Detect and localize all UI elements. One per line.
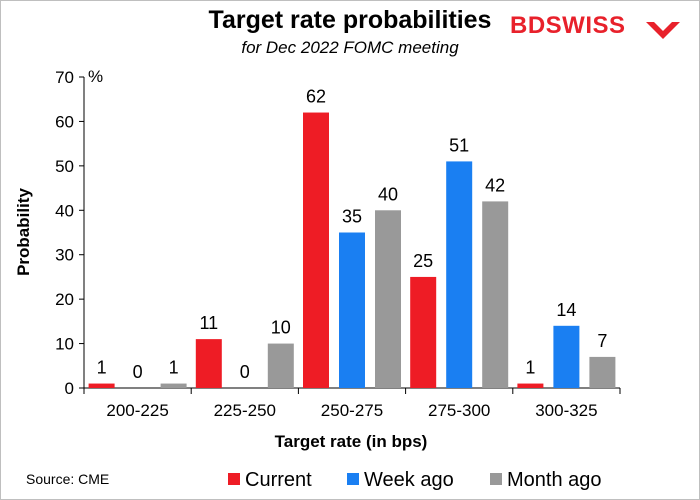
data-label: 35 — [342, 207, 362, 227]
bar — [517, 383, 544, 388]
bar — [88, 383, 115, 388]
bar — [267, 343, 294, 388]
bar — [553, 325, 580, 388]
bar — [303, 112, 329, 389]
bar — [160, 383, 187, 388]
legend-swatch — [347, 473, 359, 485]
y-tick-label: 40 — [55, 201, 74, 220]
y-tick-label: 10 — [55, 335, 74, 354]
bar — [195, 339, 222, 388]
x-tick-label: 300-325 — [535, 401, 597, 420]
bar — [339, 232, 365, 388]
bar — [589, 356, 616, 388]
legend: Current Week ago Month ago — [228, 469, 602, 491]
y-tick-label: 20 — [55, 290, 74, 309]
y-axis: 0 10 20 30 40 50 60 70 — [55, 68, 85, 398]
bars — [88, 112, 616, 389]
y-axis-title: Probability — [14, 188, 33, 276]
x-tick-label: 275-300 — [428, 401, 490, 420]
data-label: 7 — [597, 331, 607, 351]
bar — [482, 201, 509, 388]
legend-label: Week ago — [364, 469, 454, 491]
brand-logo-text: BDSWISS — [510, 12, 626, 39]
data-label: 40 — [378, 184, 398, 204]
data-label: 10 — [271, 318, 291, 338]
y-tick-label: 50 — [55, 157, 74, 176]
data-label: 11 — [199, 313, 218, 333]
x-tick-label: 200-225 — [106, 401, 168, 420]
legend-label: Month ago — [507, 469, 602, 491]
y-tick-label: 30 — [55, 246, 74, 265]
y-tick-label: 0 — [65, 379, 74, 398]
brand-logo: BDSWISS — [510, 10, 688, 44]
bar — [375, 210, 401, 388]
y-tick-label: 60 — [55, 112, 74, 131]
data-label: 51 — [449, 135, 469, 155]
legend-swatch — [228, 473, 240, 485]
data-label: 25 — [413, 251, 433, 271]
data-label: 1 — [525, 358, 535, 378]
data-label: 42 — [485, 175, 505, 195]
data-label: 1 — [97, 358, 107, 378]
source-note: Source: CME — [26, 471, 110, 487]
bar — [410, 276, 437, 388]
x-axis-title: Target rate (in bps) — [275, 432, 428, 451]
data-label: 0 — [133, 362, 143, 382]
bar — [446, 161, 473, 388]
data-label: 1 — [169, 358, 179, 378]
y-axis-unit: % — [88, 67, 103, 86]
x-tick-label: 250-275 — [321, 401, 383, 420]
data-label: 62 — [306, 87, 326, 107]
data-label: 0 — [240, 362, 250, 382]
chart-subtitle: for Dec 2022 FOMC meeting — [241, 38, 459, 57]
legend-swatch — [490, 473, 502, 485]
chart-title: Target rate probabilities — [208, 6, 492, 34]
legend-label: Current — [245, 469, 312, 491]
chevron-logo-icon — [646, 22, 680, 39]
data-label: 14 — [556, 300, 576, 320]
x-tick-label: 225-250 — [214, 401, 276, 420]
y-tick-label: 70 — [55, 68, 74, 87]
x-axis: 200-225 225-250 250-275 275-300 300-325 — [83, 387, 621, 420]
